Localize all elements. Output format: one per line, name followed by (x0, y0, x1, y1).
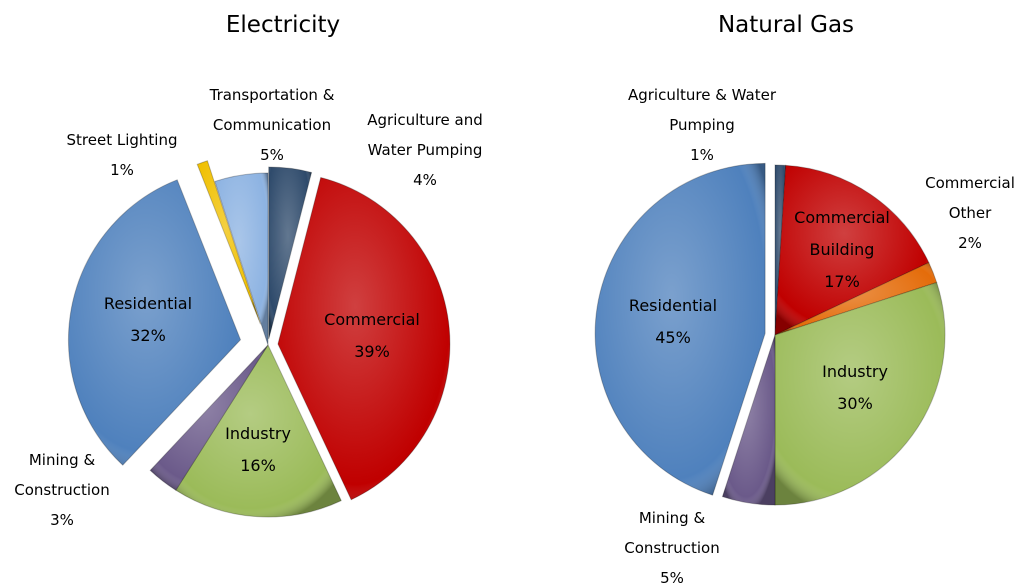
value-label: 1% (690, 146, 714, 164)
slice-label: Residential 45% (613, 290, 733, 354)
value-label: 1% (110, 161, 134, 179)
slice-shade (68, 179, 241, 466)
category-label: Residential (103, 294, 193, 313)
slice-shade (775, 165, 786, 335)
value-label: 4% (413, 171, 437, 189)
value-label: 16% (240, 456, 276, 475)
slice-shade (268, 167, 312, 340)
value-label: 5% (260, 146, 284, 164)
value-label: 17% (824, 272, 860, 291)
category-label: Residential (628, 296, 718, 315)
slice-shade (775, 165, 929, 335)
category-label: Commercial Other (925, 174, 1015, 222)
slice-label: Mining & Construction 5% (597, 503, 747, 586)
category-label: Commercial Building (794, 208, 890, 259)
value-label: 39% (354, 342, 390, 361)
slice-shade (277, 177, 450, 500)
value-label: 30% (837, 394, 873, 413)
slice-shade (775, 282, 945, 505)
slice-label: Agriculture & Water Pumping 1% (627, 80, 777, 170)
value-label: 32% (130, 326, 166, 345)
slice-shade (722, 335, 775, 505)
category-label: Agriculture and Water Pumping (367, 111, 483, 159)
value-label: 2% (958, 234, 982, 252)
category-label: Transportation & Communication (209, 86, 335, 134)
value-label: 3% (50, 511, 74, 529)
value-label: 45% (655, 328, 691, 347)
slice-label: Agriculture and Water Pumping 4% (355, 105, 495, 195)
slice-label: Industry 16% (198, 418, 318, 482)
category-label: Commercial (324, 310, 420, 329)
slice-shade (175, 345, 342, 517)
slice-shade (197, 160, 261, 325)
slice-label: Industry 30% (795, 356, 915, 420)
slice-shade (595, 163, 766, 496)
category-label: Street Lighting (66, 131, 178, 149)
slice-shade (214, 173, 268, 345)
category-label: Industry (225, 424, 291, 443)
category-label: Industry (822, 362, 888, 381)
slice-label: Street Lighting 1% (52, 125, 192, 185)
value-label: 5% (660, 569, 684, 586)
slice-label: Commercial Other 2% (915, 168, 1023, 258)
chart-title: Natural Gas (717, 12, 855, 38)
chart-title: Electricity (225, 12, 341, 38)
slice-shade (775, 262, 937, 335)
slice-label: Residential 32% (88, 288, 208, 352)
slice-label: Transportation & Communication 5% (192, 80, 352, 170)
slice-shade (150, 345, 268, 491)
slice-label: Commercial 39% (307, 304, 437, 368)
category-label: Agriculture & Water Pumping (627, 86, 777, 134)
slice-label: Mining & Construction 3% (2, 445, 122, 535)
category-label: Mining & Construction (624, 509, 720, 557)
category-label: Mining & Construction (14, 451, 110, 499)
slice-label: Commercial Building 17% (782, 202, 902, 298)
